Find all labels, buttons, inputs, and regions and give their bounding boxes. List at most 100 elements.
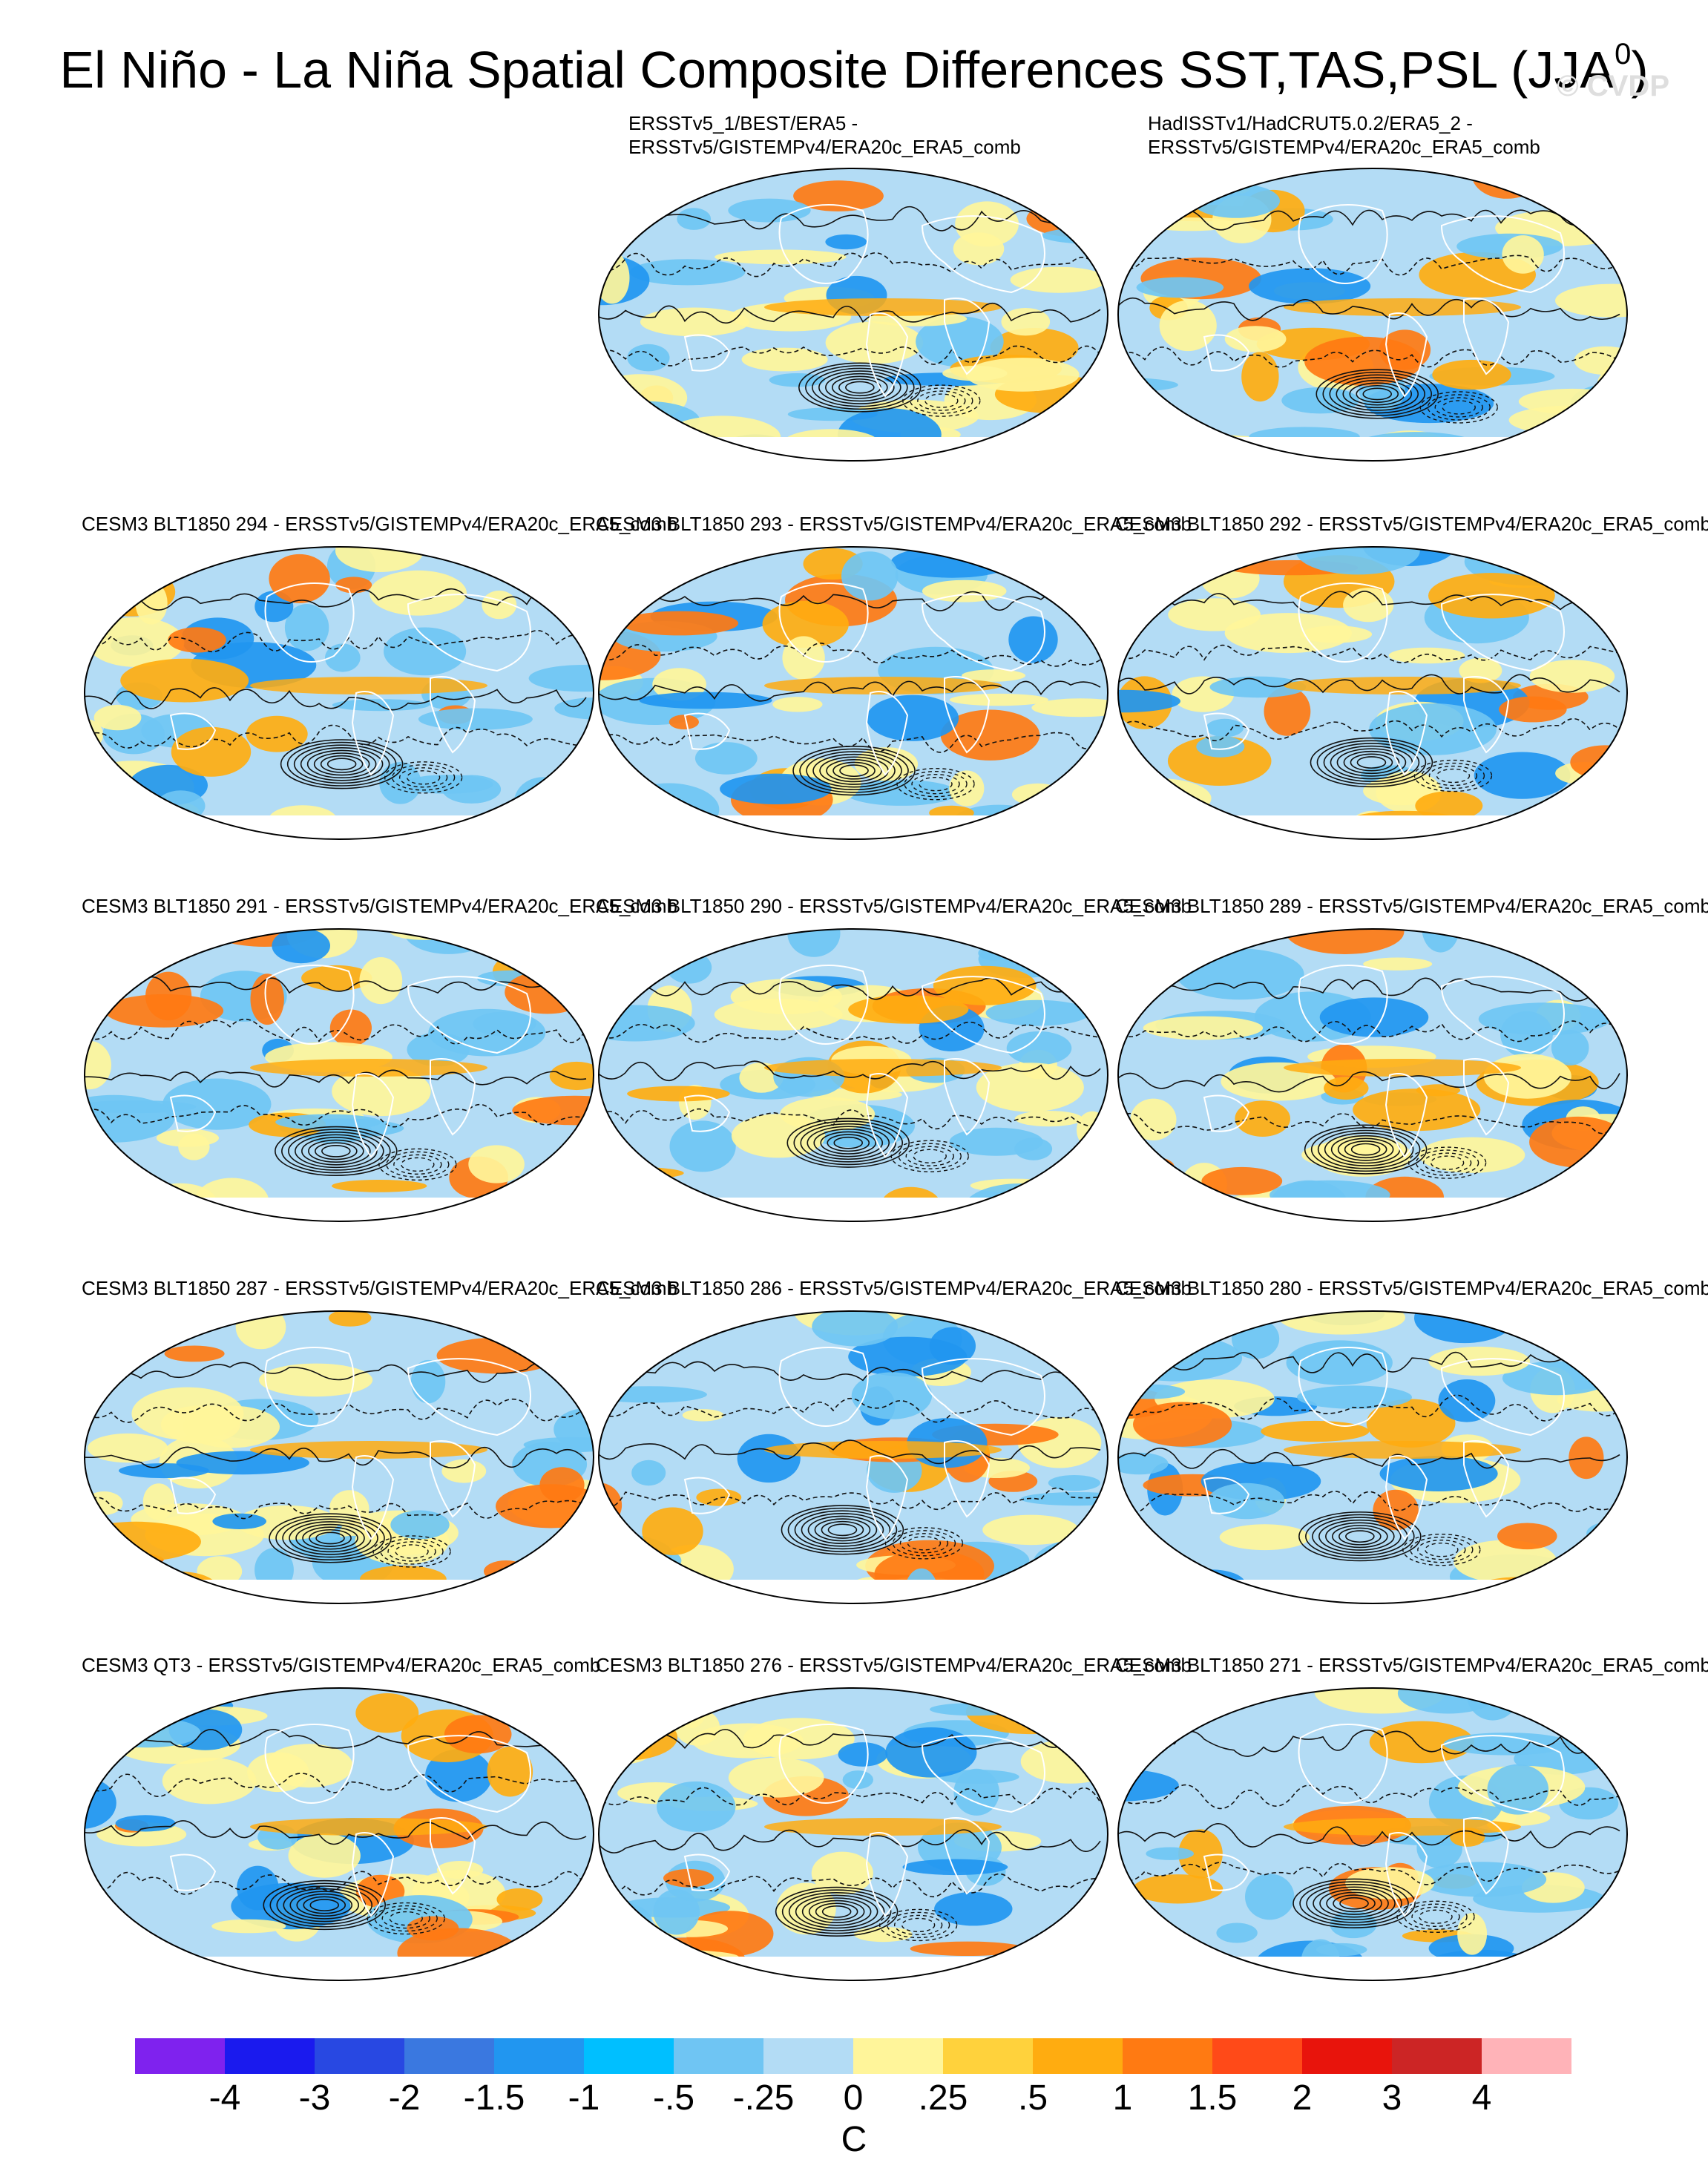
colorbar-tick-label: 2 xyxy=(1292,2078,1313,2118)
panel-title-line1: CESM3 BLT1850 290 - ERSSTv5/GISTEMPv4/ER… xyxy=(596,895,1192,917)
map-panel: CESM3 BLT1850 292 - ERSSTv5/GISTEMPv4/ER… xyxy=(1115,512,1708,913)
panel-title: CESM3 BLT1850 287 - ERSSTv5/GISTEMPv4/ER… xyxy=(82,1276,677,1300)
robinson-map xyxy=(598,546,1108,840)
map-panel: CESM3 BLT1850 291 - ERSSTv5/GISTEMPv4/ER… xyxy=(82,894,677,1295)
colorbar-tick-label: 0 xyxy=(843,2078,864,2118)
map-border xyxy=(1117,168,1628,462)
title-close: ) xyxy=(1631,41,1649,99)
copyright-watermark: © CVDP xyxy=(1557,70,1669,102)
panel-title-line1: CESM3 BLT1850 280 - ERSSTv5/GISTEMPv4/ER… xyxy=(1115,1277,1708,1299)
title-text: El Niño - La Niña Spatial Composite Diff… xyxy=(59,41,1615,99)
robinson-map xyxy=(598,168,1108,462)
colorbar-tick-label: 1 xyxy=(1112,2078,1133,2118)
colorbar-units: C xyxy=(841,2120,867,2159)
colorbar-box xyxy=(1033,2038,1123,2074)
map-panel: CESM3 BLT1850 294 - ERSSTv5/GISTEMPv4/ER… xyxy=(82,512,677,913)
panel-title-line1: ERSSTv5_1/BEST/ERA5 - xyxy=(628,112,858,134)
colorbar-tick-label: -.5 xyxy=(652,2078,695,2118)
panel-title: CESM3 BLT1850 276 - ERSSTv5/GISTEMPv4/ER… xyxy=(596,1653,1192,1677)
panel-title: CESM3 BLT1850 286 - ERSSTv5/GISTEMPv4/ER… xyxy=(596,1276,1192,1300)
map-border xyxy=(84,1310,594,1604)
colorbar-box xyxy=(494,2038,584,2074)
robinson-map xyxy=(84,1687,594,1981)
anomaly-field xyxy=(1118,547,1627,839)
panel-title-line2: ERSSTv5/GISTEMPv4/ERA20c_ERA5_comb xyxy=(628,136,1021,158)
map-border xyxy=(84,928,594,1222)
robinson-map xyxy=(1117,1687,1628,1981)
panel-title: CESM3 BLT1850 291 - ERSSTv5/GISTEMPv4/ER… xyxy=(82,894,677,918)
robinson-map xyxy=(598,1310,1108,1604)
robinson-map xyxy=(84,546,594,840)
colorbar-tick-label: -.25 xyxy=(732,2078,795,2118)
anomaly-field xyxy=(599,1311,1108,1603)
colorbar-box xyxy=(404,2038,494,2074)
panel-title-line1: CESM3 BLT1850 294 - ERSSTv5/GISTEMPv4/ER… xyxy=(82,513,677,535)
colorbar-tick-label: 1.5 xyxy=(1187,2078,1238,2118)
colorbar-box xyxy=(1302,2038,1392,2074)
panel-title: CESM3 BLT1850 294 - ERSSTv5/GISTEMPv4/ER… xyxy=(82,512,677,536)
colorbar-box xyxy=(225,2038,315,2074)
colorbar-box xyxy=(315,2038,404,2074)
robinson-map xyxy=(84,1310,594,1604)
panel-title-line1: CESM3 BLT1850 271 - ERSSTv5/GISTEMPv4/ER… xyxy=(1115,1654,1708,1676)
map-panel: CESM3 QT3 - ERSSTv5/GISTEMPv4/ERA20c_ERA… xyxy=(82,1653,601,2054)
robinson-map xyxy=(1117,928,1628,1222)
panel-title-line1: CESM3 BLT1850 286 - ERSSTv5/GISTEMPv4/ER… xyxy=(596,1277,1192,1299)
panel-title-line1: HadISSTv1/HadCRUT5.0.2/ERA5_2 - xyxy=(1148,112,1473,134)
robinson-map xyxy=(1117,168,1628,462)
map-border xyxy=(1117,1687,1628,1981)
panel-title-line1: CESM3 BLT1850 293 - ERSSTv5/GISTEMPv4/ER… xyxy=(596,513,1192,535)
anomaly-field xyxy=(599,547,1108,839)
anomaly-field xyxy=(1118,1311,1627,1603)
panel-title-line2: ERSSTv5/GISTEMPv4/ERA20c_ERA5_comb xyxy=(1148,136,1540,158)
map-border xyxy=(598,1687,1108,1981)
title-superscript: 0 xyxy=(1615,38,1632,70)
map-border xyxy=(1117,546,1628,840)
colorbar-tick-label: -1 xyxy=(568,2078,600,2118)
map-panel: ERSSTv5_1/BEST/ERA5 - ERSSTv5/GISTEMPv4/E… xyxy=(596,111,1111,512)
panel-title: ERSSTv5_1/BEST/ERA5 - ERSSTv5/GISTEMPv4/E… xyxy=(628,111,1111,159)
colorbar-box xyxy=(584,2038,674,2074)
panel-title: CESM3 QT3 - ERSSTv5/GISTEMPv4/ERA20c_ERA… xyxy=(82,1653,601,1677)
colorbar-box xyxy=(1482,2038,1571,2074)
colorbar-tick-label: .5 xyxy=(1017,2078,1048,2118)
map-panel: CESM3 BLT1850 286 - ERSSTv5/GISTEMPv4/ER… xyxy=(596,1276,1192,1677)
colorbar-box xyxy=(135,2038,225,2074)
panel-title: CESM3 BLT1850 293 - ERSSTv5/GISTEMPv4/ER… xyxy=(596,512,1192,536)
panel-title: CESM3 BLT1850 292 - ERSSTv5/GISTEMPv4/ER… xyxy=(1115,512,1708,536)
map-panel: CESM3 BLT1850 287 - ERSSTv5/GISTEMPv4/ER… xyxy=(82,1276,677,1677)
panel-title: CESM3 BLT1850 271 - ERSSTv5/GISTEMPv4/ER… xyxy=(1115,1653,1708,1677)
colorbar-box xyxy=(763,2038,853,2074)
panel-title-line1: CESM3 BLT1850 291 - ERSSTv5/GISTEMPv4/ER… xyxy=(82,895,677,917)
robinson-map xyxy=(598,1687,1108,1981)
map-border xyxy=(84,1687,594,1981)
colorbar-tick-label: -2 xyxy=(388,2078,421,2118)
panel-title: CESM3 BLT1850 289 - ERSSTv5/GISTEMPv4/ER… xyxy=(1115,894,1708,918)
colorbar-tick-label: .25 xyxy=(918,2078,968,2118)
colorbar xyxy=(135,2038,1571,2074)
map-border xyxy=(598,168,1108,462)
map-border xyxy=(598,928,1108,1222)
map-panel: CESM3 BLT1850 289 - ERSSTv5/GISTEMPv4/ER… xyxy=(1115,894,1708,1295)
colorbar-box xyxy=(1392,2038,1482,2074)
figure-title: El Niño - La Niña Spatial Composite Diff… xyxy=(0,22,1708,102)
map-panel: CESM3 BLT1850 290 - ERSSTv5/GISTEMPv4/ER… xyxy=(596,894,1192,1295)
colorbar-box xyxy=(1123,2038,1212,2074)
map-border xyxy=(598,546,1108,840)
colorbar-box xyxy=(1212,2038,1302,2074)
panel-title-line1: CESM3 BLT1850 289 - ERSSTv5/GISTEMPv4/ER… xyxy=(1115,895,1708,917)
colorbar-box xyxy=(674,2038,763,2074)
map-panel: HadISSTv1/HadCRUT5.0.2/ERA5_2 - ERSSTv5/G… xyxy=(1115,111,1630,512)
panel-title-line1: CESM3 BLT1850 292 - ERSSTv5/GISTEMPv4/ER… xyxy=(1115,513,1708,535)
robinson-map xyxy=(1117,546,1628,840)
map-border xyxy=(1117,1310,1628,1604)
panel-title: CESM3 BLT1850 280 - ERSSTv5/GISTEMPv4/ER… xyxy=(1115,1276,1708,1300)
map-panel: CESM3 BLT1850 293 - ERSSTv5/GISTEMPv4/ER… xyxy=(596,512,1192,913)
colorbar-box xyxy=(943,2038,1033,2074)
panel-title-line1: CESM3 QT3 - ERSSTv5/GISTEMPv4/ERA20c_ERA… xyxy=(82,1654,601,1676)
panel-title: HadISSTv1/HadCRUT5.0.2/ERA5_2 - ERSSTv5/G… xyxy=(1148,111,1630,159)
robinson-map xyxy=(598,928,1108,1222)
panel-title-line1: CESM3 BLT1850 276 - ERSSTv5/GISTEMPv4/ER… xyxy=(596,1654,1192,1676)
anomaly-field xyxy=(599,929,1108,1221)
colorbar-box xyxy=(853,2038,943,2074)
